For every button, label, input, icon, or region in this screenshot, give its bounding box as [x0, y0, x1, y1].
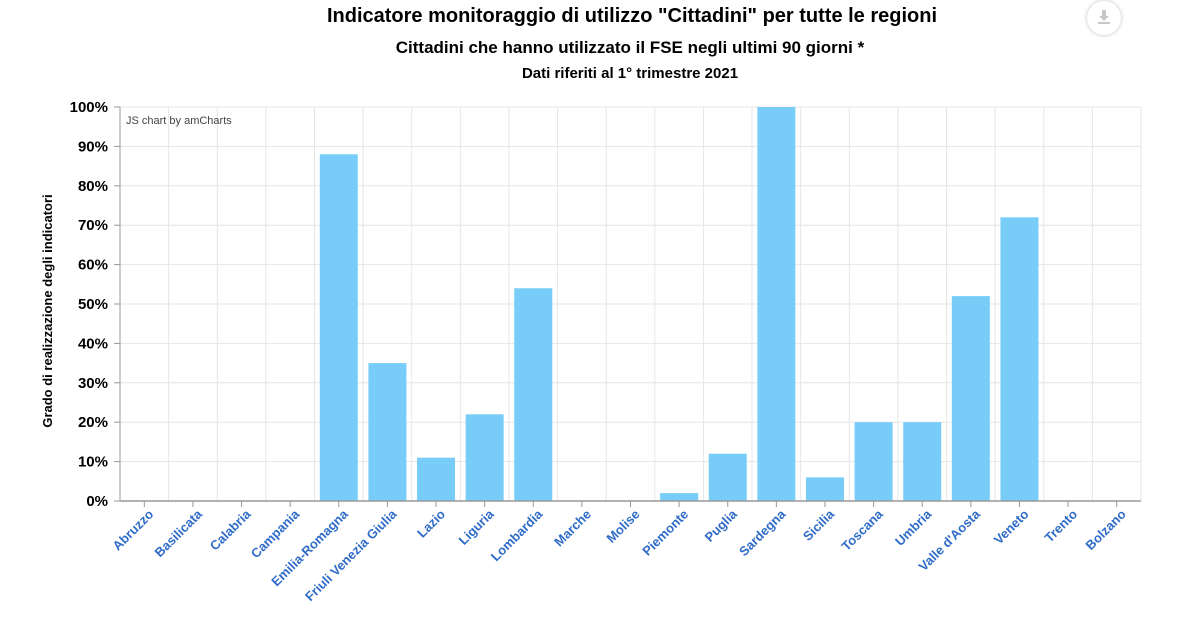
y-tick-label: 0% — [86, 493, 108, 510]
x-tick-label: Abruzzo — [110, 506, 157, 553]
bar[interactable] — [514, 288, 553, 501]
y-tick-label: 60% — [78, 257, 108, 274]
bar[interactable] — [903, 422, 942, 501]
y-tick-label: 100% — [70, 99, 108, 116]
x-tick-label: Liguria — [456, 506, 498, 548]
bar[interactable] — [660, 493, 699, 501]
bar[interactable] — [708, 453, 747, 501]
x-tick-label: Sicilia — [800, 506, 838, 544]
bar[interactable] — [1000, 217, 1039, 501]
y-tick-label: 80% — [78, 178, 108, 195]
x-tick-label: Umbria — [892, 506, 935, 549]
x-tick-label: Puglia — [702, 506, 741, 545]
bar[interactable] — [951, 296, 990, 501]
x-tick-label: Veneto — [991, 506, 1032, 547]
chart-period: Dati riferiti al 1° trimestre 2021 — [521, 65, 739, 82]
chart-credit: JS chart by amCharts — [126, 115, 232, 127]
y-tick-label: 70% — [78, 217, 108, 234]
y-tick-label: 20% — [78, 414, 108, 431]
download-icon — [1098, 10, 1110, 24]
x-tick-label: Calabria — [207, 506, 254, 553]
bar[interactable] — [417, 457, 456, 501]
x-tick-label: Bolzano — [1082, 506, 1128, 552]
download-button[interactable] — [1087, 1, 1121, 35]
y-tick-label: 90% — [78, 138, 108, 155]
bar[interactable] — [757, 107, 796, 501]
y-tick-label: 50% — [78, 296, 108, 313]
x-tick-label: Marche — [551, 507, 594, 550]
x-tick-label: Sardegna — [736, 506, 789, 559]
bar[interactable] — [368, 363, 407, 501]
y-tick-label: 40% — [78, 335, 108, 352]
chart-subtitle: Cittadini che hanno utilizzato il FSE ne… — [395, 38, 865, 57]
bar[interactable] — [465, 414, 504, 501]
y-tick-label: 30% — [78, 375, 108, 392]
y-tick-label: 10% — [78, 454, 108, 471]
x-tick-label: Lombardia — [488, 506, 546, 564]
x-tick-label: Lazio — [414, 506, 448, 540]
chart-bars — [319, 107, 1039, 501]
chart-axes — [114, 106, 1141, 507]
bar[interactable] — [319, 154, 358, 501]
x-tick-label: Trento — [1041, 506, 1080, 545]
chart-title: Indicatore monitoraggio di utilizzo "Cit… — [326, 5, 938, 27]
y-axis-label: Grado di realizzazione degli indicatori — [40, 194, 55, 427]
x-tick-label: Basilicata — [152, 506, 206, 560]
x-tick-label: Piemonte — [639, 507, 691, 559]
bar[interactable] — [805, 477, 844, 501]
bar[interactable] — [854, 422, 893, 501]
x-tick-label: Molise — [603, 507, 642, 546]
x-tick-label: Toscana — [838, 506, 886, 554]
x-tick-label: Friuli Venezia Giulia — [302, 506, 400, 604]
